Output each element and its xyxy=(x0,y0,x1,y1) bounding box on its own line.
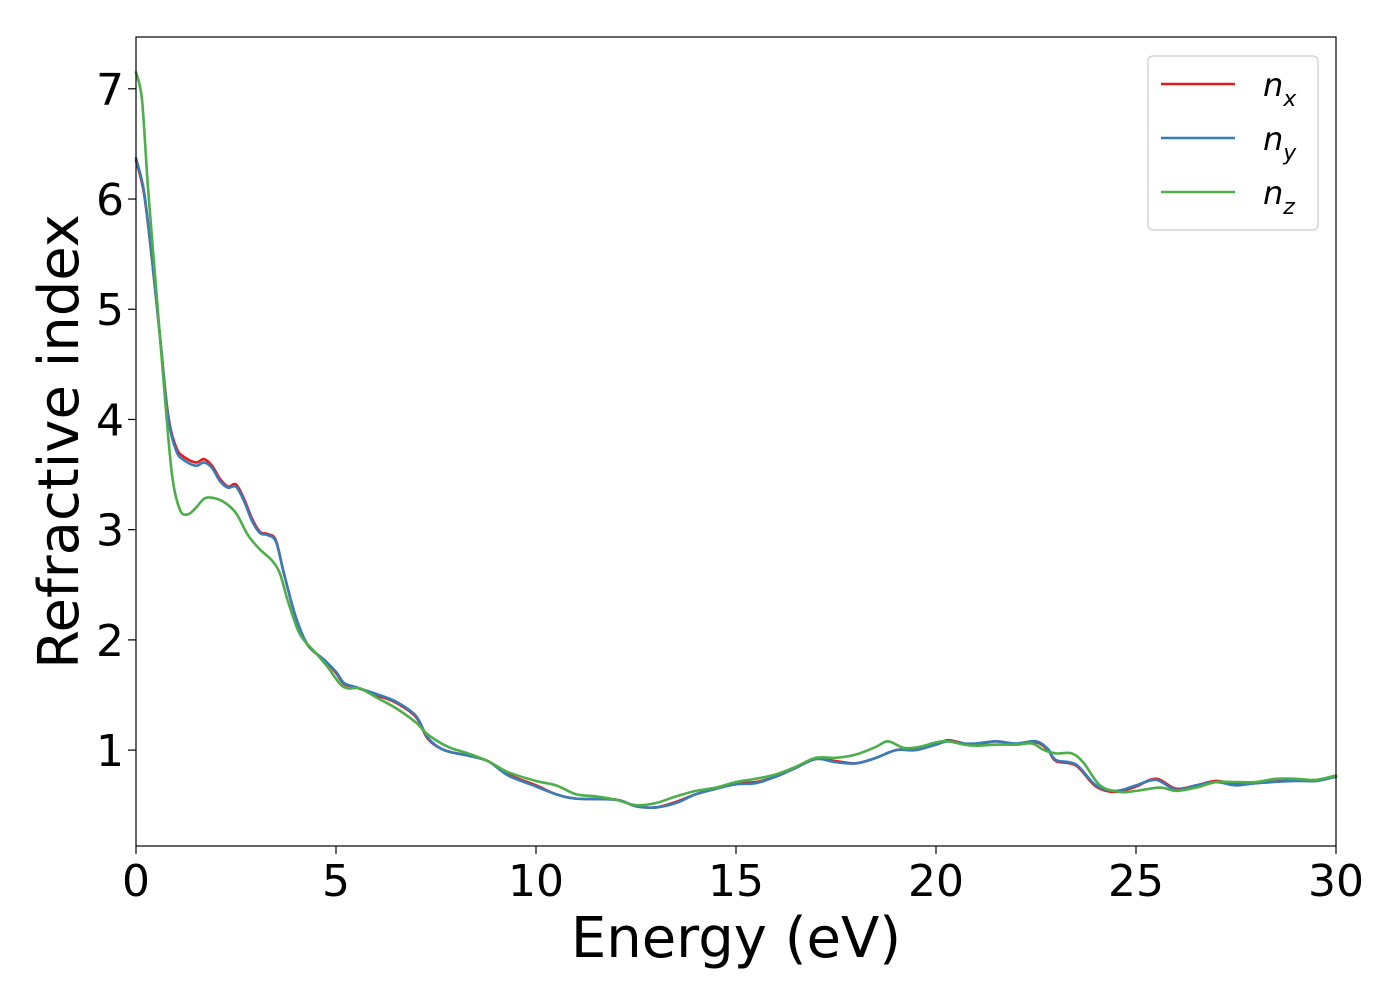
x-tick-label: 30 xyxy=(1308,856,1364,907)
series-line-ny xyxy=(134,156,1338,809)
legend-box xyxy=(1147,55,1319,231)
y-tick-label: 1 xyxy=(96,726,124,777)
x-tick-label: 20 xyxy=(908,856,964,907)
series-line-nz xyxy=(134,70,1338,807)
x-tick-label: 15 xyxy=(708,856,764,907)
y-tick-label: 3 xyxy=(96,506,124,557)
legend-label-base: n xyxy=(1263,120,1283,158)
y-tick-label: 2 xyxy=(96,616,124,667)
x-tick-label: 25 xyxy=(1108,856,1164,907)
x-tick-label: 5 xyxy=(322,856,350,907)
legend-label-subscript: y xyxy=(1282,141,1297,166)
series-lines xyxy=(134,70,1338,810)
legend-label-base: n xyxy=(1263,174,1283,212)
x-tick-label: 10 xyxy=(508,856,564,907)
legend-label-base: n xyxy=(1263,66,1283,104)
y-tick-label: 5 xyxy=(96,285,124,336)
x-axis-ticks: 0 5 10 15 20 25 30 xyxy=(122,846,1364,907)
y-axis-ticks: 1 2 3 4 5 6 7 xyxy=(96,65,136,777)
x-axis-label: Energy (eV) xyxy=(571,906,901,971)
legend-label-nx: nx xyxy=(1263,66,1297,112)
series-line-nx xyxy=(134,159,1338,810)
legend-label-nz: nz xyxy=(1263,174,1295,220)
x-tick-label: 0 xyxy=(122,856,150,907)
y-tick-label: 7 xyxy=(96,65,124,116)
legend-label-subscript: x xyxy=(1282,87,1297,112)
y-axis-label: Refractive index xyxy=(27,214,92,669)
legend-label-subscript: z xyxy=(1282,195,1295,220)
y-tick-label: 4 xyxy=(96,395,124,446)
legend-label-ny: ny xyxy=(1263,120,1297,166)
y-tick-label: 6 xyxy=(96,175,124,226)
